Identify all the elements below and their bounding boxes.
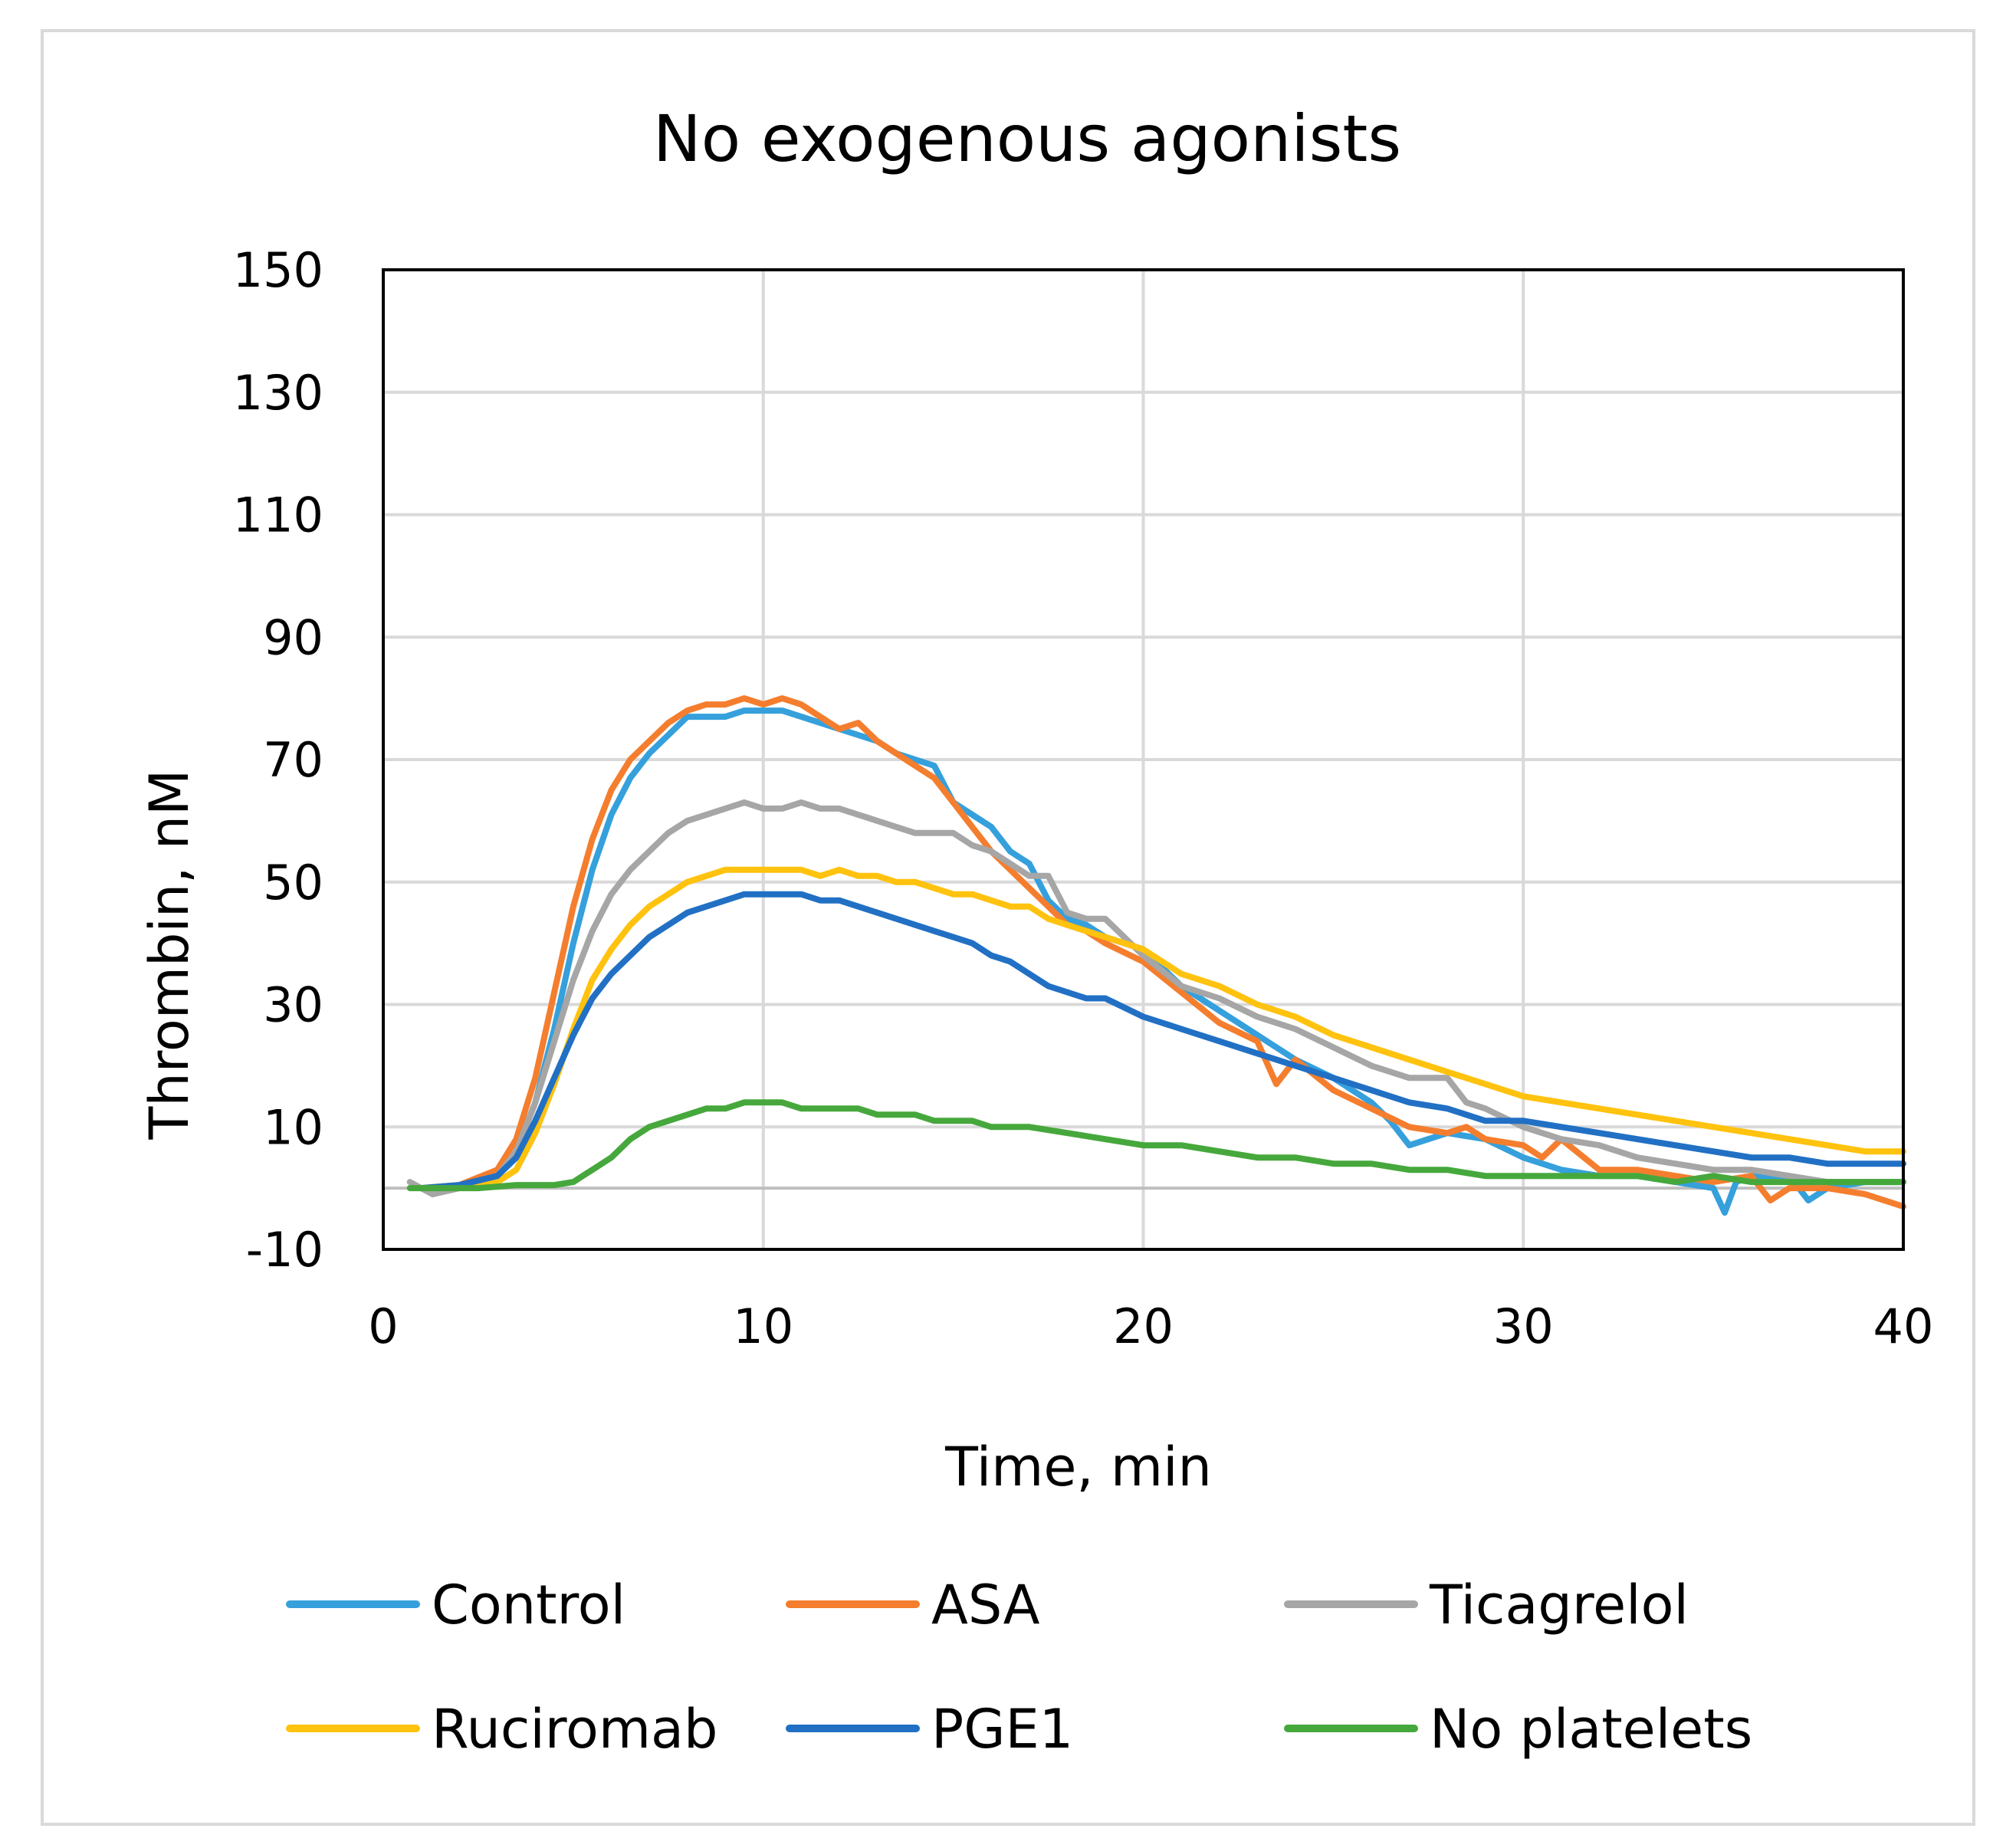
x-tick-label: 30 <box>1493 1298 1554 1354</box>
legend-label-control: Control <box>432 1574 625 1636</box>
legend: Control ASA Ticagrelol Ruciromab PGE1 No plat… <box>286 1574 1752 1761</box>
legend-label-pge1: PGE1 <box>931 1698 1073 1761</box>
series-lines <box>406 695 1906 1216</box>
y-tick-label: 150 <box>233 242 323 298</box>
legend-label-asa: ASA <box>931 1574 1040 1636</box>
y-tick-label: 10 <box>263 1099 323 1155</box>
x-tick-label: 20 <box>1113 1298 1174 1354</box>
series-line-pge1 <box>418 891 1906 1192</box>
y-tick-label: 90 <box>263 609 323 665</box>
legend-label-no-platelets: No platelets <box>1430 1698 1752 1761</box>
series-line-asa <box>418 695 1906 1210</box>
legend-label-ruciromab: Ruciromab <box>432 1698 717 1761</box>
x-axis-ticks: 0 10 20 30 40 <box>368 1298 1933 1354</box>
series-line-no-platelets <box>406 1099 1906 1192</box>
legend-label-ticagrelol: Ticagrelol <box>1429 1574 1689 1636</box>
y-tick-label: 130 <box>233 365 323 421</box>
x-tick-label: 0 <box>368 1298 398 1354</box>
chart-title: No exogenous agonists <box>653 101 1401 176</box>
y-axis-title: Thrombin, nM <box>138 770 201 1141</box>
x-tick-label: 10 <box>733 1298 793 1354</box>
x-axis-title: Time, min <box>944 1436 1212 1498</box>
series-line-ruciromab <box>418 866 1906 1192</box>
plot-area-border <box>382 268 1905 1251</box>
series-line-ticagrelol <box>406 799 1906 1198</box>
y-tick-label: 30 <box>263 977 323 1033</box>
y-axis-ticks: -10 10 30 50 70 90 110 130 150 <box>233 242 323 1278</box>
y-tick-label: -10 <box>246 1222 323 1278</box>
x-tick-label: 40 <box>1873 1298 1934 1354</box>
y-tick-label: 50 <box>263 855 323 911</box>
chart-border <box>41 29 1975 1826</box>
y-tick-label: 110 <box>233 487 323 543</box>
y-tick-label: 70 <box>263 732 323 788</box>
